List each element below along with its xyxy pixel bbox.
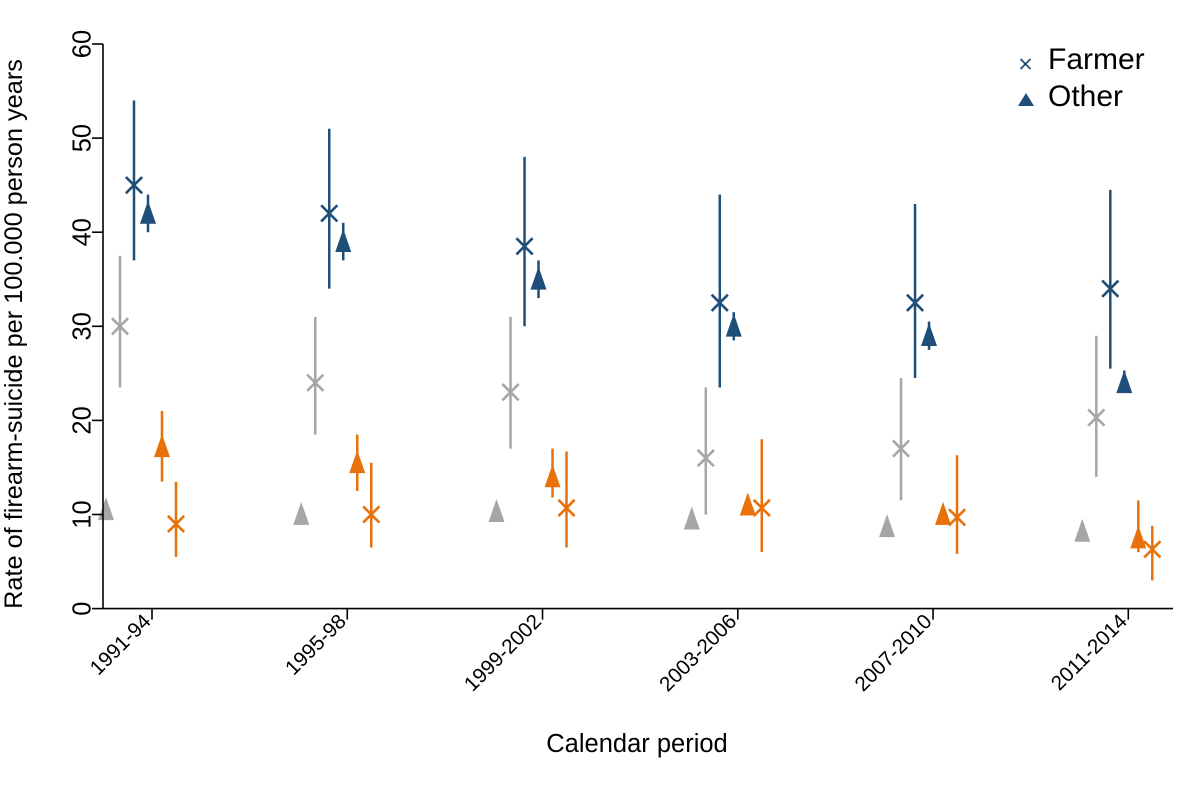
svg-text:10: 10 <box>69 500 97 528</box>
svg-text:40: 40 <box>69 218 97 246</box>
svg-text:Farmer: Farmer <box>1048 43 1145 76</box>
svg-text:1995-98: 1995-98 <box>281 610 351 680</box>
svg-text:1991-94: 1991-94 <box>86 610 156 680</box>
svg-text:2007-2010: 2007-2010 <box>850 610 936 696</box>
svg-text:Other: Other <box>1048 80 1123 113</box>
svg-text:1999-2002: 1999-2002 <box>460 610 546 696</box>
svg-text:Calendar period: Calendar period <box>546 730 727 758</box>
svg-text:2003-2006: 2003-2006 <box>655 610 741 696</box>
svg-text:0: 0 <box>69 602 97 616</box>
svg-text:30: 30 <box>69 312 97 340</box>
svg-text:Rate of firearm-suicide per 10: Rate of firearm-suicide per 100.000 pers… <box>0 59 28 609</box>
svg-text:20: 20 <box>69 406 97 434</box>
svg-text:60: 60 <box>69 30 97 58</box>
svg-text:50: 50 <box>69 124 97 152</box>
svg-text:2011-2014: 2011-2014 <box>1047 610 1132 695</box>
